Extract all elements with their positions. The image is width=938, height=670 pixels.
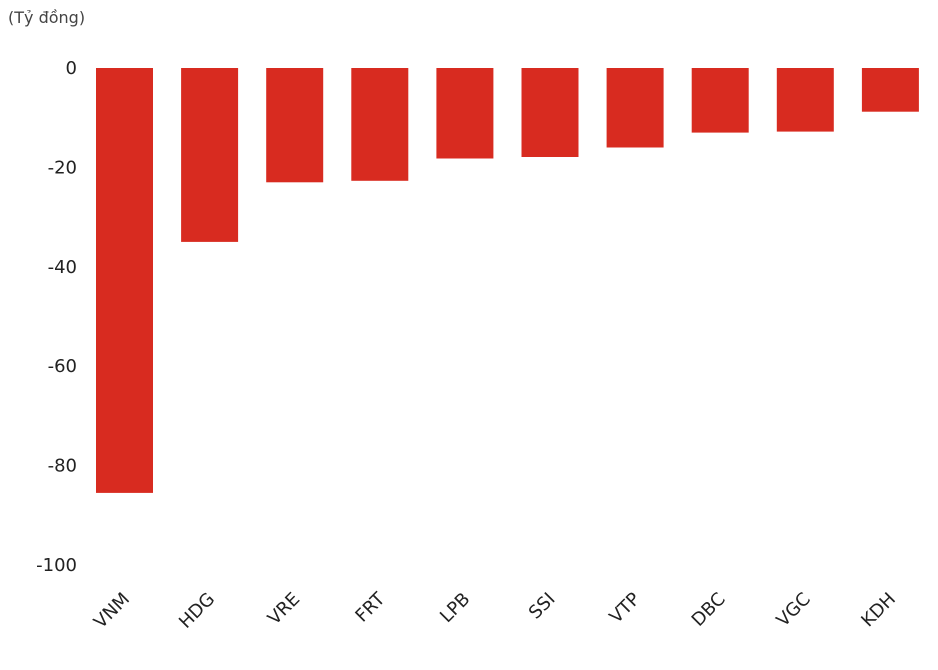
y-tick-label: 0 [66, 58, 77, 79]
bar-kdh [861, 68, 919, 112]
bar-frt [351, 68, 409, 181]
bars-group [96, 68, 919, 493]
y-axis-unit-label: (Tỷ đồng) [8, 8, 86, 27]
y-tick-label: -100 [36, 555, 77, 576]
bar-vnm [96, 68, 153, 493]
x-tick-label-vtp: VTP [606, 589, 645, 628]
x-tick-label-ssi: SSI [525, 589, 560, 624]
x-tick-label-hdg: HDG [175, 589, 219, 633]
bar-dbc [691, 68, 749, 133]
x-tick-label-kdh: KDH [857, 589, 900, 632]
bar-vtp [606, 68, 664, 148]
y-tick-label: -60 [48, 356, 77, 377]
bar-vgc [776, 68, 834, 132]
bar-lpb [436, 68, 494, 159]
x-tick-label-frt: FRT [351, 588, 390, 627]
x-tick-label-vre: VRE [264, 589, 304, 629]
bar-ssi [521, 68, 579, 157]
bar-hdg [181, 68, 239, 242]
y-tick-label: -80 [48, 456, 77, 477]
y-tick-label: -20 [48, 157, 77, 178]
x-tick-label-vgc: VGC [773, 589, 815, 631]
bar-vre [266, 68, 324, 183]
y-tick-label: -40 [48, 257, 77, 278]
x-tick-label-lpb: LPB [436, 589, 474, 627]
x-axis-labels: VNM HDG VRE FRT LPB SSI VTP DBC VGC KDH [90, 588, 900, 633]
y-axis-ticks: 0 -20 -40 -60 -80 -100 [36, 58, 77, 576]
x-tick-label-vnm: VNM [90, 589, 134, 633]
x-tick-label-dbc: DBC [688, 589, 730, 631]
